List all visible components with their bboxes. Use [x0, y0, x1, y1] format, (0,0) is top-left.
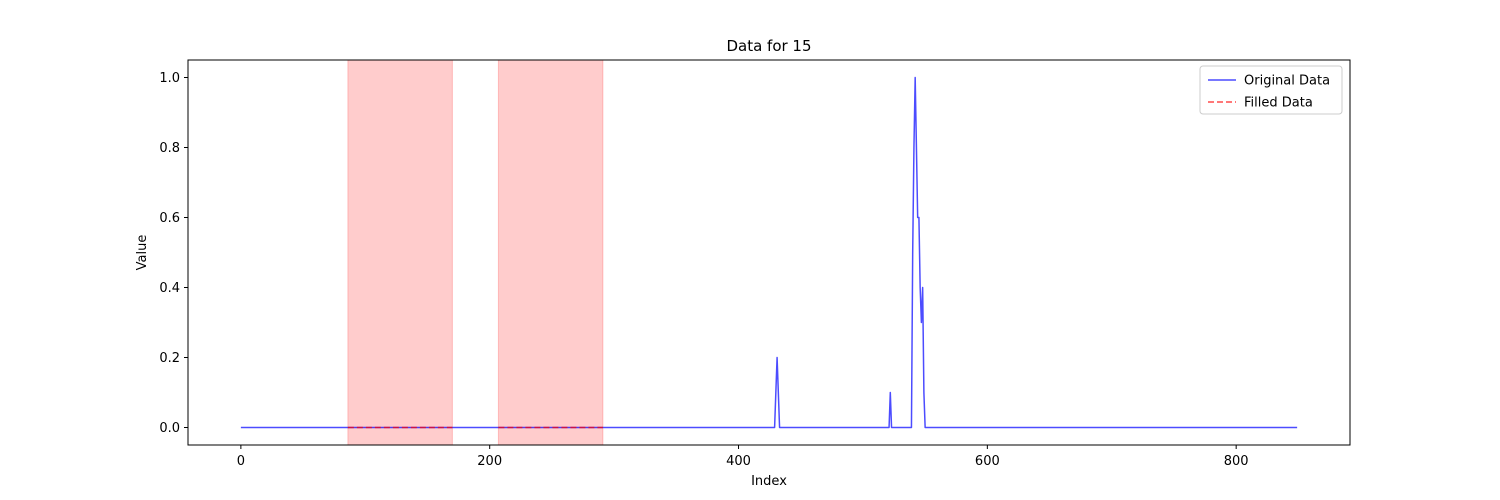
chart-title: Data for 15	[726, 37, 811, 55]
y-tick-label: 0.2	[159, 351, 180, 366]
shaded-region-2	[497, 59, 604, 446]
legend-label: Filled Data	[1244, 96, 1313, 111]
x-tick-label: 800	[1224, 454, 1249, 469]
legend-label: Original Data	[1244, 74, 1330, 89]
legend: Original Data Filled Data	[1199, 65, 1343, 115]
y-axis-title: Value	[135, 235, 150, 271]
y-tick-label: 0.8	[159, 141, 180, 156]
shaded-region-1	[347, 59, 453, 446]
x-tick-label: 600	[975, 454, 1000, 469]
x-tick-label: 0	[237, 454, 245, 469]
y-tick-label: 1.0	[159, 71, 180, 86]
series-line-original-data	[240, 76, 1298, 429]
y-tick-label: 0.4	[159, 281, 180, 296]
x-tick-label: 200	[477, 454, 502, 469]
y-ticks: 0.0 0.2 0.4 0.6 0.8 1.0	[159, 71, 188, 436]
series-lines	[240, 76, 1298, 429]
x-axis-title: Index	[751, 474, 787, 489]
plot-frame	[187, 59, 1351, 446]
x-tick-label: 400	[726, 454, 751, 469]
y-tick-label: 0.6	[159, 211, 180, 226]
shaded-regions	[347, 59, 604, 446]
x-ticks: 0 200 400 600 800	[237, 445, 1249, 469]
y-tick-label: 0.0	[159, 421, 180, 436]
